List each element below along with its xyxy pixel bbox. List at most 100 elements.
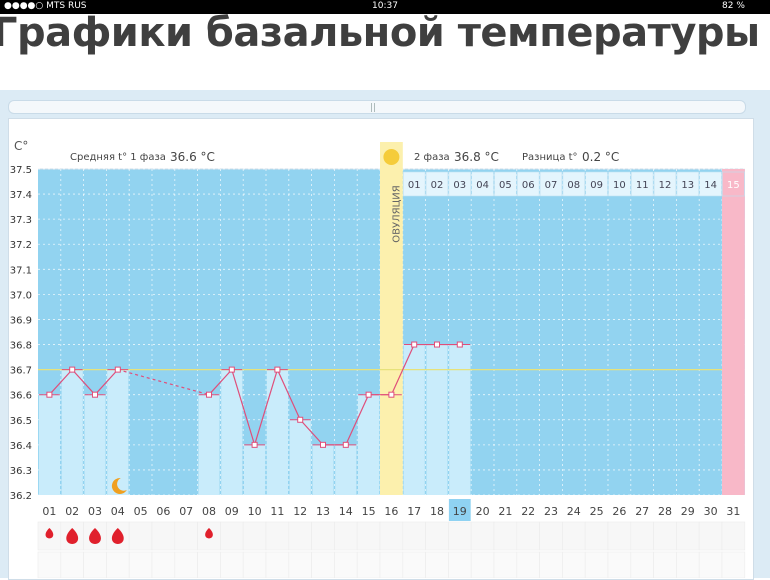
temperature-line-segment <box>390 344 415 395</box>
x-day-label: 27 <box>635 505 649 518</box>
temperature-line-segment <box>299 419 324 446</box>
period-cell <box>356 521 381 551</box>
temperature-point <box>92 391 98 398</box>
temperature-bar <box>38 394 60 495</box>
x-day-label: 17 <box>407 505 421 518</box>
y-tick-label: 36.5 <box>10 416 32 427</box>
cycle-day-label: 07 <box>545 180 558 191</box>
cycle-day-cell <box>608 171 631 197</box>
cycle-day-label: 14 <box>704 180 717 191</box>
phase2-label: 2 фаза <box>414 152 450 163</box>
period-cell <box>584 521 609 551</box>
note-cell <box>493 551 518 578</box>
note-cell <box>174 551 198 578</box>
x-day-label: 24 <box>567 505 581 518</box>
temperature-line-segment <box>276 369 301 421</box>
temperature-line-segment <box>48 369 73 396</box>
temperature-line-segment <box>231 369 256 446</box>
note-cell <box>607 551 632 578</box>
note-cell <box>562 551 586 578</box>
x-day-label: 30 <box>704 505 718 518</box>
blood-drop-icon <box>45 528 54 539</box>
temperature-bar <box>198 394 220 495</box>
note-cell <box>37 551 62 578</box>
y-tick-label: 36.7 <box>10 366 32 377</box>
cycle-day-cell <box>539 171 563 197</box>
temperature-bar <box>244 444 266 495</box>
note-cell <box>334 551 358 578</box>
period-cell <box>653 521 677 551</box>
cycle-day-cell <box>516 171 540 197</box>
period-cell <box>174 521 198 551</box>
y-tick-label: 37.2 <box>10 240 32 251</box>
note-cell <box>106 551 130 578</box>
period-cell <box>630 521 654 551</box>
x-day-label: 09 <box>225 505 239 518</box>
note-cell <box>151 551 176 578</box>
period-cell <box>379 521 404 551</box>
temperature-point <box>46 391 53 398</box>
note-cell <box>60 551 84 578</box>
cycle-day-label: 05 <box>499 180 512 191</box>
note-cell <box>311 551 335 578</box>
note-cell <box>128 551 153 578</box>
cycle-day-label: 04 <box>476 180 489 191</box>
cycle-day-label: 13 <box>681 180 694 191</box>
note-cell <box>653 551 677 578</box>
note-cell <box>516 551 540 578</box>
temperature-bar <box>84 394 106 495</box>
temperature-bar <box>289 419 311 495</box>
temperature-point <box>274 366 281 373</box>
x-day-label: 02 <box>65 505 79 518</box>
y-tick-label: 37.3 <box>10 215 32 226</box>
temperature-bar <box>449 344 471 495</box>
period-cell <box>402 521 426 551</box>
x-day-label: 01 <box>42 505 56 518</box>
current-day-highlight <box>448 499 471 521</box>
period-cell <box>311 521 335 551</box>
temperature-bar <box>335 444 357 495</box>
x-day-label: 07 <box>179 505 193 518</box>
temperature-point <box>456 341 463 348</box>
difference-label: Разница t° <box>522 152 578 163</box>
blood-drop-icon <box>66 528 79 544</box>
cycle-day-label: 10 <box>613 180 626 191</box>
x-day-label: 19 <box>453 505 467 518</box>
x-day-label: 18 <box>430 505 444 518</box>
temperature-bar <box>221 369 243 495</box>
cycle-day-label: 01 <box>408 180 421 191</box>
scrollbar[interactable] <box>8 100 746 114</box>
note-cell <box>698 551 723 578</box>
note-cell <box>425 551 449 578</box>
period-cell <box>539 521 563 551</box>
x-day-label: 06 <box>156 505 170 518</box>
cycle-day-cell <box>471 171 494 197</box>
temperature-point <box>342 441 349 448</box>
x-day-label: 12 <box>293 505 307 518</box>
status-bar: ●●●●○ MTS RUS 10:37 82 % <box>0 0 770 14</box>
temperature-bar <box>266 369 288 495</box>
cycle-day-label: 02 <box>431 180 444 191</box>
cycle-day-label: 03 <box>453 180 466 191</box>
x-day-label: 04 <box>111 505 125 518</box>
cycle-day-label: 11 <box>636 180 649 191</box>
phase2-value: 36.8 °C <box>454 150 499 164</box>
cycle-day-cell <box>699 171 722 197</box>
grip-icon[interactable]: || <box>370 103 377 113</box>
temperature-point <box>365 391 372 398</box>
highlight-column <box>722 169 745 495</box>
cycle-day-label: 06 <box>522 180 535 191</box>
period-cell <box>334 521 358 551</box>
temperature-point <box>388 391 395 398</box>
x-day-label: 21 <box>498 505 512 518</box>
cycle-day-label: 09 <box>590 180 603 191</box>
x-day-label: 14 <box>339 505 353 518</box>
y-tick-label: 36.6 <box>10 391 32 402</box>
x-day-label: 16 <box>384 505 398 518</box>
note-cell <box>402 551 426 578</box>
cycle-day-label: 08 <box>567 180 580 191</box>
temperature-line-segment <box>71 369 96 396</box>
temperature-line-segment <box>208 369 233 396</box>
period-cell <box>470 521 495 551</box>
